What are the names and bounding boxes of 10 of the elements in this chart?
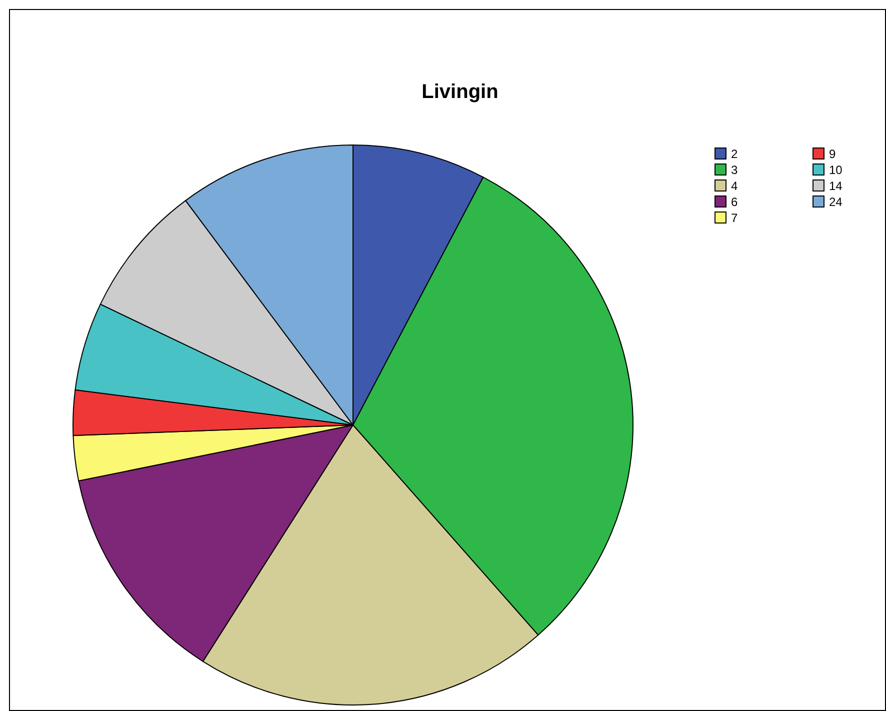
- chart-title: Livingin: [422, 81, 498, 103]
- legend-label: 10: [829, 163, 843, 177]
- legend-label: 4: [731, 179, 738, 193]
- legend-label: 24: [829, 195, 843, 209]
- legend-label: 14: [829, 179, 843, 193]
- legend-label: 3: [731, 163, 738, 177]
- legend-label: 9: [829, 147, 836, 161]
- legend-label: 7: [731, 211, 738, 225]
- legend-label: 6: [731, 195, 738, 209]
- legend-label: 2: [731, 147, 738, 161]
